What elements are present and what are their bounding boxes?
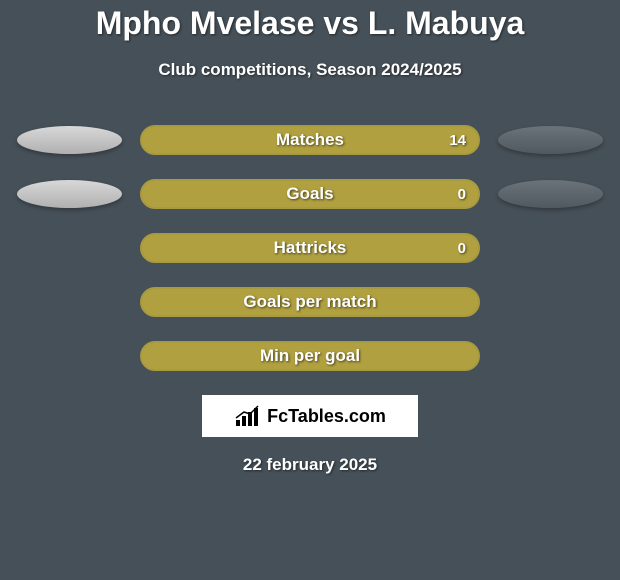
stat-row-matches: Matches 14	[0, 125, 620, 155]
ellipse-spacer	[498, 288, 603, 316]
stat-row-goals: Goals 0	[0, 179, 620, 209]
subtitle: Club competitions, Season 2024/2025	[0, 60, 620, 80]
stat-label: Hattricks	[274, 238, 347, 258]
ellipse-spacer	[498, 234, 603, 262]
stat-label: Goals	[286, 184, 333, 204]
title: Mpho Mvelase vs L. Mabuya	[0, 5, 620, 42]
stat-label: Min per goal	[260, 346, 360, 366]
logo-text: FcTables.com	[267, 406, 386, 427]
ellipse-left-icon	[17, 126, 122, 154]
stat-label: Matches	[276, 130, 344, 150]
ellipse-left-icon	[17, 180, 122, 208]
stat-row-min-per-goal: Min per goal	[0, 341, 620, 371]
ellipse-spacer	[17, 342, 122, 370]
stat-bar: Goals per match	[140, 287, 480, 317]
stat-bar: Matches 14	[140, 125, 480, 155]
stat-value: 0	[458, 240, 466, 257]
stat-bar: Goals 0	[140, 179, 480, 209]
ellipse-right-icon	[498, 126, 603, 154]
ellipse-spacer	[498, 342, 603, 370]
ellipse-right-icon	[498, 180, 603, 208]
date: 22 february 2025	[0, 455, 620, 475]
chart-icon	[234, 404, 262, 428]
logo-box: FcTables.com	[202, 395, 418, 437]
stat-bar: Min per goal	[140, 341, 480, 371]
stat-label: Goals per match	[243, 292, 376, 312]
stat-row-goals-per-match: Goals per match	[0, 287, 620, 317]
stat-value: 14	[449, 132, 466, 149]
ellipse-spacer	[17, 288, 122, 316]
ellipse-spacer	[17, 234, 122, 262]
stat-value: 0	[458, 186, 466, 203]
stat-bar: Hattricks 0	[140, 233, 480, 263]
stat-row-hattricks: Hattricks 0	[0, 233, 620, 263]
infographic-container: Mpho Mvelase vs L. Mabuya Club competiti…	[0, 0, 620, 475]
